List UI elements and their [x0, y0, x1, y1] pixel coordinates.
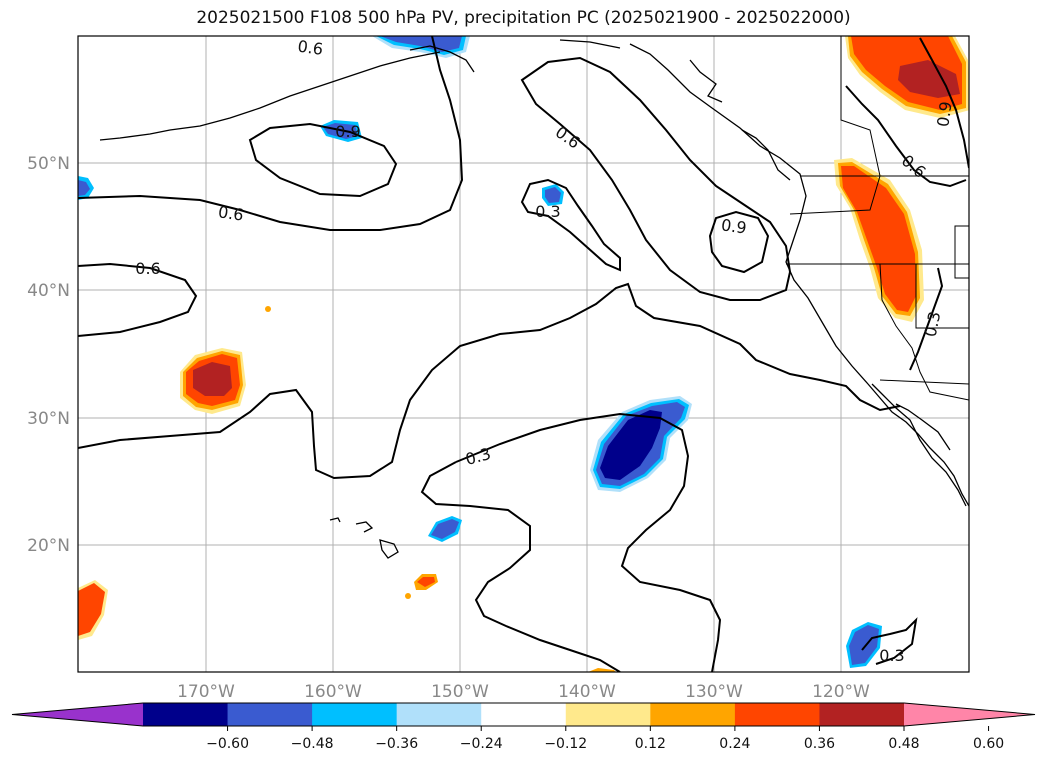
pv-contour-0.3-118w [861, 617, 918, 665]
coastlines [99, 39, 969, 559]
colorbar-segment [396, 703, 482, 726]
colorbar-segment [227, 703, 313, 726]
contour-label: 0.9 [335, 122, 360, 141]
pv-contour-0.3-143w [520, 178, 621, 272]
contour-label: 0.3 [921, 310, 945, 339]
colorbar-segment [565, 703, 651, 726]
colorbar-segment [312, 703, 398, 726]
colorbar-tick-label: 0.12 [635, 736, 666, 752]
lon-label: 130°W [685, 682, 743, 702]
colorbar-segment [650, 703, 736, 726]
pv-contour-0.3-south [455, 412, 722, 672]
contour-label: 0.9 [933, 100, 955, 128]
political-borders [786, 36, 969, 401]
lon-label: 150°W [431, 682, 489, 702]
lat-label: 50°N [27, 154, 70, 174]
contour-label: 0.6 [296, 37, 324, 59]
pv-contour-0.9-159w [248, 122, 398, 198]
precip-pos-area-bottom [588, 668, 616, 672]
lon-label: 120°W [812, 682, 870, 702]
colorbar-segment [819, 703, 905, 726]
coastline-hawaii [329, 517, 341, 523]
contour-label: 0.6 [217, 202, 245, 224]
colorbar-segment [734, 703, 820, 726]
pv-contour-0.9-134w [708, 210, 770, 274]
colorbar-tick-label: −0.24 [460, 736, 503, 752]
colorbar-tick-label: −0.12 [544, 736, 587, 752]
pv-contour-0.6-mid [78, 262, 198, 337]
colorbar-tick-label: −0.48 [291, 736, 334, 752]
colorbar-tick-label: −0.60 [206, 736, 249, 752]
lon-label: 170°W [177, 682, 235, 702]
colorbar-segment [143, 703, 229, 726]
lon-label: 160°W [304, 682, 362, 702]
pv-contour-0.6-ne2 [919, 37, 969, 169]
contour-label: 0.9 [720, 215, 748, 237]
lat-label: 40°N [27, 281, 70, 301]
contour-label: 0.3 [879, 646, 904, 665]
colorbar-tick-label: 0.24 [719, 736, 750, 752]
pv-contours [78, 36, 969, 672]
colorbar-tick-label: 0.60 [973, 736, 1004, 752]
coastline-baja [871, 383, 967, 507]
colorbar-tick-label: 0.48 [888, 736, 919, 752]
colorbar-tick-label: −0.36 [375, 736, 418, 752]
colorbar-extend-high [904, 703, 1035, 726]
precip-positive-areas [78, 36, 969, 672]
contour-label: 0.3 [535, 202, 560, 221]
colorbar-ticks: −0.60 −0.48 −0.36 −0.24 −0.12 0.12 0.24 0.36 0.4… [206, 726, 1004, 752]
pv-contour-0.6-ne [845, 85, 967, 188]
contour-label: 0.6 [135, 259, 160, 278]
longitude-labels: 170°W 160°W 150°W 140°W 130°W 120°W [177, 682, 870, 702]
map-frame [77, 35, 970, 673]
colorbar: −0.60 −0.48 −0.36 −0.24 −0.12 0.12 0.24 0.36 0.4… [11, 702, 1036, 752]
coastline-aleutians [99, 51, 441, 141]
coastline-north-america [629, 43, 969, 507]
pv-contour-0.6-north [78, 36, 464, 231]
graticule [78, 36, 969, 672]
pv-contour-0.6-dome [520, 56, 792, 301]
colorbar-segment [481, 703, 567, 726]
pv-contour-0.3-inland [909, 267, 944, 371]
pv-contour-0.3-long [78, 282, 901, 480]
colorbar-tick-label: 0.36 [804, 736, 835, 752]
latitude-labels: 50°N 40°N 30°N 20°N [27, 154, 70, 556]
map-title: 2025021500 F108 500 hPa PV, precipitatio… [196, 8, 851, 28]
lat-label: 20°N [27, 536, 70, 556]
lat-label: 30°N [27, 409, 70, 429]
colorbar-segments [12, 703, 1035, 726]
lon-label: 140°W [558, 682, 616, 702]
colorbar-outline [11, 702, 1036, 727]
colorbar-extend-low [12, 703, 143, 726]
